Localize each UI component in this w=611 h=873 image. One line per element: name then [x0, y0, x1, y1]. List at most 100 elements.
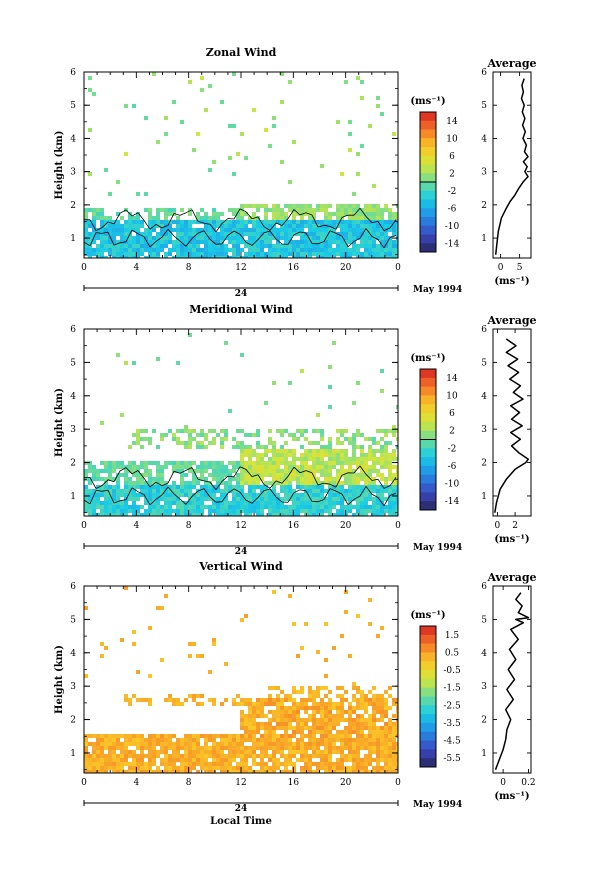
heatmap-cell: [224, 485, 228, 489]
heatmap-cell: [132, 513, 136, 516]
heatmap-cell: [384, 489, 388, 493]
heatmap-cell: [168, 461, 172, 465]
heatmap-cell: [208, 505, 212, 509]
heatmap-cell: [112, 754, 116, 758]
heatmap-cell: [388, 240, 392, 244]
heatmap-cell: [260, 746, 264, 750]
heatmap-cell: [200, 485, 204, 489]
heatmap-cell: [384, 770, 388, 773]
heatmap-cell: [168, 762, 172, 766]
heatmap-cell: [264, 762, 268, 766]
heatmap-cell: [268, 501, 272, 505]
heatmap-cell: [328, 485, 332, 489]
heatmap-cell: [272, 449, 276, 453]
heatmap-cell: [184, 248, 188, 252]
heatmap-cell: [320, 437, 324, 441]
heatmap-cell: [128, 766, 132, 770]
heatmap-cell: [344, 710, 348, 714]
heatmap-cell: [268, 722, 272, 726]
heatmap-cell: [320, 758, 324, 762]
heatmap-cell: [304, 208, 308, 212]
heatmap-cell: [212, 642, 216, 646]
heatmap-cell: [204, 437, 208, 441]
profile-frame: [492, 328, 532, 517]
heatmap-cell: [384, 754, 388, 758]
heatmap-cell: [120, 742, 124, 746]
heatmap-cell: [272, 248, 276, 252]
heatmap-cell: [164, 485, 168, 489]
heatmap-cell: [120, 489, 124, 493]
profile-line: [494, 338, 530, 513]
heatmap-cell: [88, 762, 92, 766]
heatmap-cell: [288, 248, 292, 252]
heatmap-cell: [380, 232, 384, 236]
heatmap-cell: [244, 509, 248, 513]
heatmap-cell: [356, 614, 360, 618]
heatmap-cell: [148, 437, 152, 441]
heatmap-cell: [344, 224, 348, 228]
heatmap-cell: [396, 228, 398, 232]
heatmap-cell: [92, 742, 96, 746]
heatmap-cell: [232, 228, 236, 232]
heatmap-cell: [368, 505, 372, 509]
heatmap-cell: [372, 766, 376, 770]
heatmap-cell: [84, 240, 88, 244]
heatmap-cell: [224, 746, 228, 750]
heatmap-cell: [164, 433, 168, 437]
heatmap-cell: [288, 770, 292, 773]
heatmap-cell: [296, 710, 300, 714]
heatmap-cell: [148, 216, 152, 220]
heatmap-cell: [88, 469, 92, 473]
heatmap-cell: [340, 694, 344, 698]
heatmap-cell: [196, 248, 200, 252]
heatmap-cell: [244, 465, 248, 469]
heatmap-cell: [128, 481, 132, 485]
heatmap-cell: [84, 766, 88, 770]
heatmap-cell: [384, 722, 388, 726]
heatmap-cell: [312, 220, 316, 224]
heatmap-cell: [244, 493, 248, 497]
heatmap-cell: [152, 461, 156, 465]
heatmap-cell: [300, 505, 304, 509]
heatmap-cell: [260, 714, 264, 718]
heatmap-cell: [100, 469, 104, 473]
heatmap-cell: [392, 722, 396, 726]
heatmap-cell: [124, 236, 128, 240]
heatmap-cell: [268, 244, 272, 248]
heatmap-cell: [252, 742, 256, 746]
heatmap-cell: [368, 445, 372, 449]
heatmap-cell: [256, 497, 260, 501]
heatmap-cell: [388, 734, 392, 738]
heatmap-cell: [164, 770, 168, 773]
colorbar-segment: [420, 377, 436, 388]
heatmap-cell: [300, 497, 304, 501]
heatmap-cell: [204, 252, 208, 256]
heatmap-cell: [288, 762, 292, 766]
heatmap-cell: [348, 252, 352, 256]
heatmap-cell: [344, 204, 348, 208]
heatmap-cell: [232, 509, 236, 513]
heatmap-cell: [132, 489, 136, 493]
heatmap-cell: [300, 220, 304, 224]
heatmap-cell: [188, 212, 192, 216]
heatmap-cell: [348, 212, 352, 216]
heatmap-cell: [176, 244, 180, 248]
heatmap-cell: [296, 509, 300, 513]
heatmap-cell: [328, 754, 332, 758]
heatmap-cell: [308, 441, 312, 445]
heatmap-cell: [336, 120, 340, 124]
heatmap-cell: [372, 505, 376, 509]
heatmap-cell: [396, 714, 398, 718]
heatmap-cell: [340, 469, 344, 473]
heatmap-cell: [304, 204, 308, 208]
heatmap-cell: [112, 236, 116, 240]
heatmap-cell: [220, 758, 224, 762]
heatmap-cell: [232, 513, 236, 516]
heatmap-cell: [352, 236, 356, 240]
heatmap-cell: [208, 734, 212, 738]
heatmap-cell: [252, 212, 256, 216]
heatmap-cell: [272, 730, 276, 734]
heatmap-cell: [272, 734, 276, 738]
heatmap-cell: [356, 726, 360, 730]
heatmap-cell: [252, 433, 256, 437]
